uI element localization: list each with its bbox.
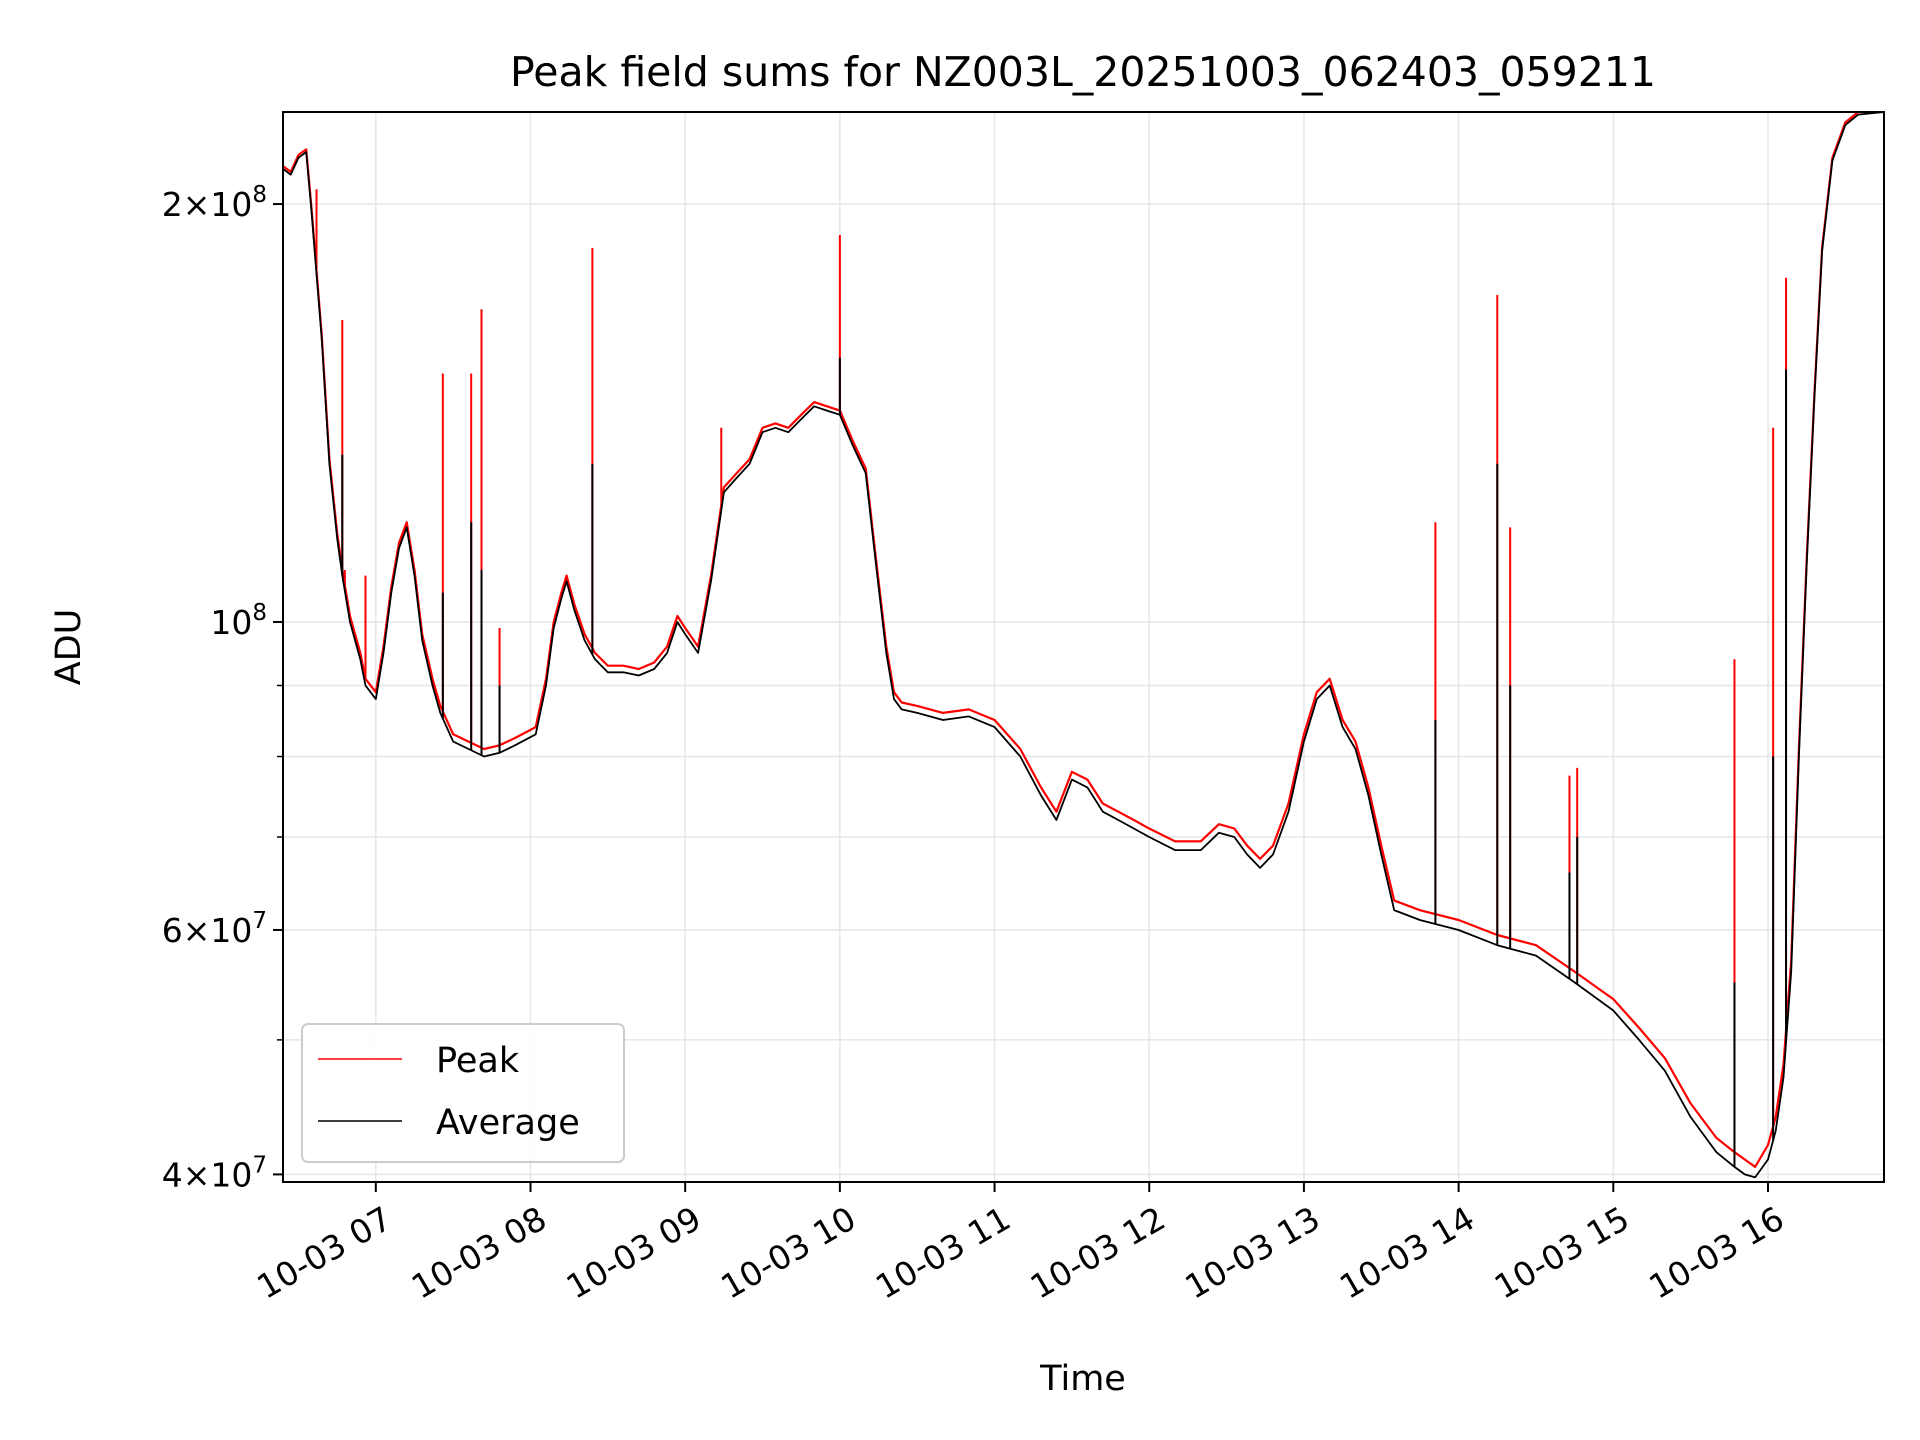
series-average xyxy=(283,112,1884,1179)
x-tick-label: 10-03 09 xyxy=(560,1199,708,1307)
legend: Peak Average xyxy=(301,1023,625,1163)
grid-layer xyxy=(283,112,1884,1182)
x-axis-title: Time xyxy=(1039,1359,1126,1399)
y-tick-label: 2×108 xyxy=(162,182,267,224)
y-tick-label: 6×107 xyxy=(162,908,267,950)
series-peak xyxy=(283,112,1884,1169)
x-tick-label: 10-03 16 xyxy=(1642,1199,1790,1307)
plot-frame xyxy=(282,111,1885,1183)
y-tick-label: 108 xyxy=(210,600,267,642)
y-tick-label: 4×107 xyxy=(162,1152,267,1194)
series-line-peak xyxy=(283,112,1884,1169)
x-tick-label: 10-03 14 xyxy=(1333,1199,1481,1307)
x-tick-label: 10-03 15 xyxy=(1488,1199,1636,1307)
y-axis-title: ADU xyxy=(49,609,89,686)
legend-label-average: Average xyxy=(436,1103,580,1143)
series-line-average xyxy=(283,112,1884,1179)
legend-label-peak: Peak xyxy=(436,1041,520,1081)
x-tick-label: 10-03 13 xyxy=(1178,1199,1326,1307)
x-tick-label: 10-03 10 xyxy=(714,1199,862,1307)
x-tick-label: 10-03 12 xyxy=(1024,1199,1172,1307)
series-layer xyxy=(283,112,1884,1179)
x-tick-label: 10-03 11 xyxy=(869,1199,1017,1307)
chart-title: Peak field sums for NZ003L_20251003_0624… xyxy=(510,48,1656,96)
x-tick-label: 10-03 08 xyxy=(405,1199,553,1307)
x-tick-label: 10-03 07 xyxy=(250,1199,398,1307)
